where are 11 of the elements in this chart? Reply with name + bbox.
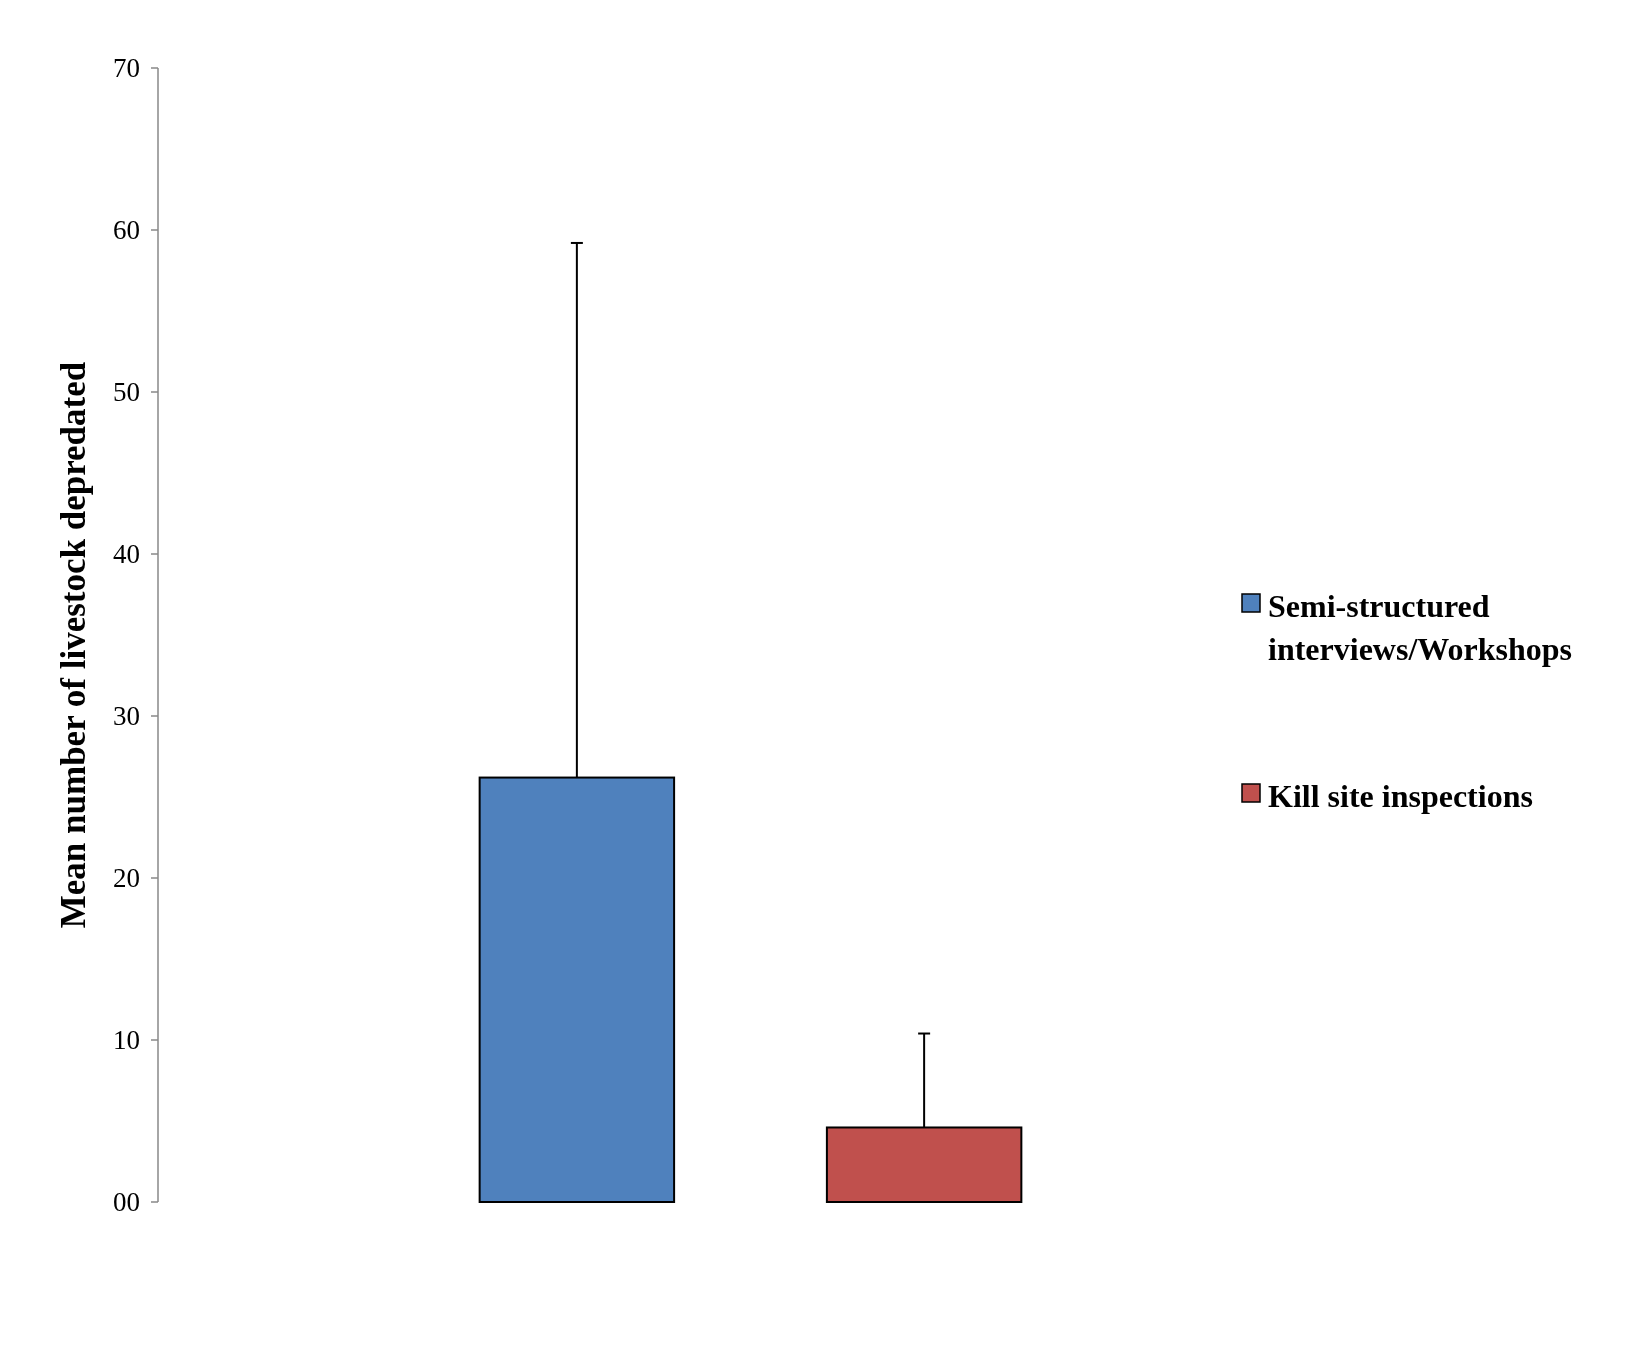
legend-label: Kill site inspections	[1268, 778, 1533, 815]
y-tick-label: 50	[113, 377, 140, 408]
y-tick-label: 00	[113, 1187, 140, 1218]
y-tick-label: 70	[113, 53, 140, 84]
y-tick-label: 10	[113, 1025, 140, 1056]
y-tick-label: 20	[113, 863, 140, 894]
y-tick-label: 30	[113, 701, 140, 732]
y-tick-label: 40	[113, 539, 140, 570]
y-tick-label: 60	[113, 215, 140, 246]
y-axis-title: Mean number of livestock depredated	[54, 361, 93, 929]
legend-label: Semi-structured interviews/Workshops	[1268, 588, 1573, 668]
